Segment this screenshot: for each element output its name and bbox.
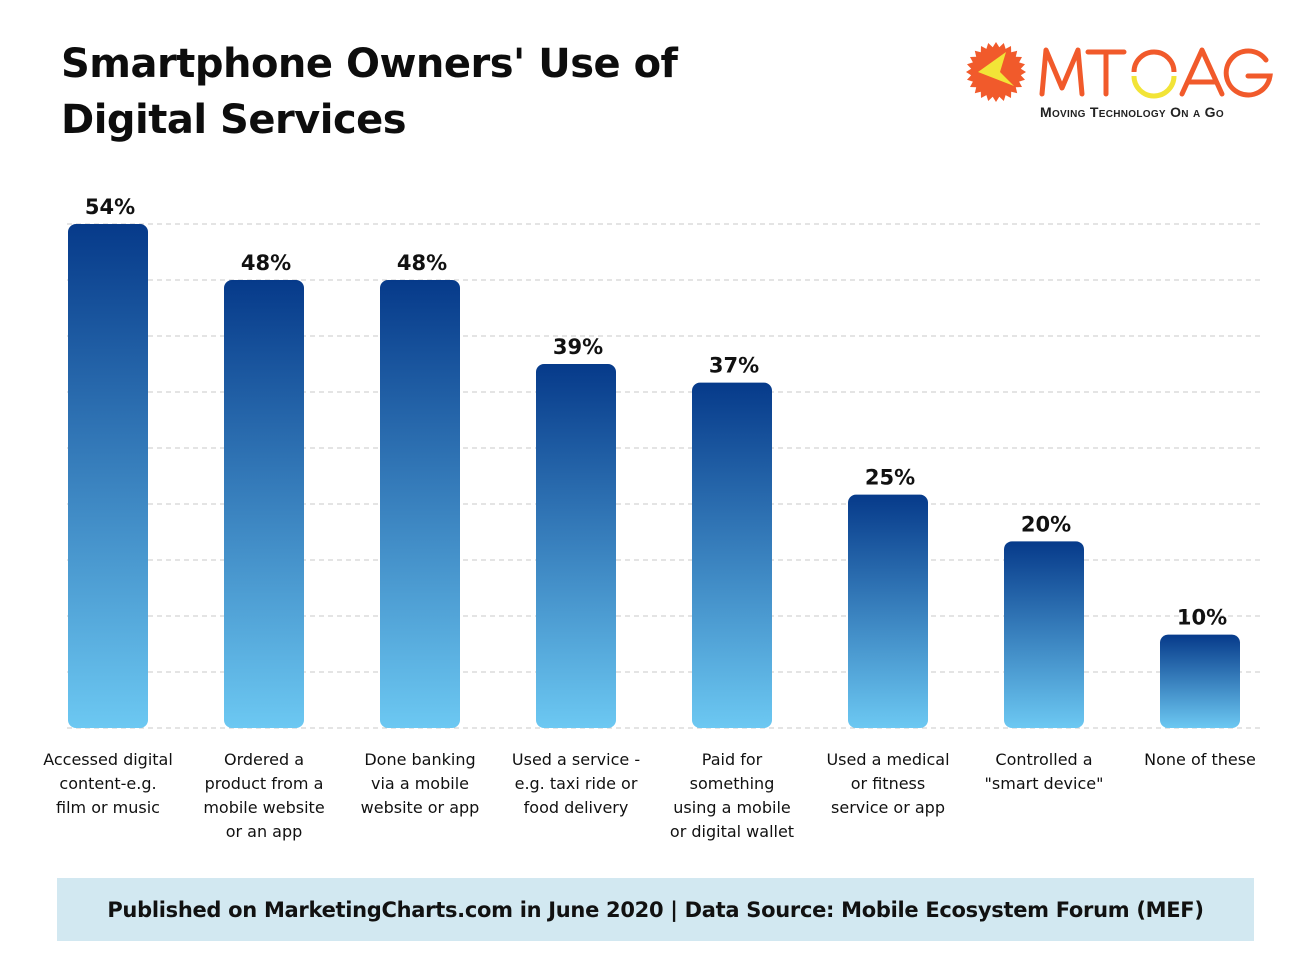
bar [1160,634,1240,728]
bar [224,280,304,728]
bar [380,280,460,728]
category-label-line: food delivery [523,798,629,817]
value-label: 48% [241,251,291,275]
category-label-line: content-e.g. [59,774,157,793]
value-label: 39% [553,335,603,359]
category-label-line: film or music [56,798,160,817]
category-label-line: "smart device" [984,774,1104,793]
category-label-line: something [689,774,775,793]
source-footer: Published on MarketingCharts.com in June… [57,878,1254,941]
category-label-line: Used a medical [826,750,950,769]
logo-tagline: Moving Technology On a Go [1040,104,1224,120]
value-label: 10% [1177,606,1227,630]
bar-chart: 54% 48% 48% 39% 37% 25% 20% 10% [67,195,1264,729]
category-label-line: website or app [360,798,480,817]
category-label-line: Used a service - [511,750,641,769]
source-footer-text: Published on MarketingCharts.com in June… [107,897,1204,922]
category-label-line: Paid for [701,750,763,769]
category-label: Used a medical or fitness service or app [813,748,963,820]
sun-badge-icon [966,42,1026,102]
category-label-line: Controlled a [995,750,1093,769]
category-label: Controlled a "smart device" [969,748,1119,796]
bar [692,382,772,728]
category-label-line: service or app [831,798,945,817]
mtoag-logo: Moving Technology On a Go [966,38,1276,128]
category-label-line: e.g. taxi ride or [514,774,638,793]
chart-title: Smartphone Owners' Use of Digital Servic… [61,36,761,148]
category-label: Accessed digital content-e.g. film or musi… [33,748,183,820]
category-label-line: Accessed digital [43,750,173,769]
category-label-line: None of these [1144,750,1256,769]
category-label-line: via a mobile [371,774,469,793]
value-label: 54% [85,195,135,219]
mtoag-logo-mark [966,42,1273,102]
category-label-line: using a mobile [673,798,791,817]
category-label-line: Done banking [364,750,476,769]
bar [536,364,616,728]
chart-title-line-1: Smartphone Owners' Use of [61,41,678,87]
chart-title-line-2: Digital Services [61,97,407,143]
bars [68,224,1240,728]
category-label: Ordered a product from a mobile website or … [189,748,339,844]
category-label-line: or digital wallet [669,822,795,841]
value-label: 25% [865,466,915,490]
category-label-line: Ordered a [223,750,304,769]
bar [1004,541,1084,728]
category-label: None of these [1125,748,1275,772]
category-label-line: product from a [204,774,324,793]
category-label-line: or fitness [850,774,926,793]
category-label-line: or an app [225,822,303,841]
category-label-line: mobile website [203,798,325,817]
category-label: Used a service - e.g. taxi ride or food de… [501,748,651,820]
value-labels: 54% 48% 48% 39% 37% 25% 20% 10% [85,195,1227,630]
category-label: Done banking via a mobile website or app [345,748,495,820]
category-label: Paid for something using a mobile or digita… [657,748,807,844]
bar [848,494,928,728]
value-label: 37% [709,354,759,378]
value-label: 20% [1021,512,1071,536]
bar [68,224,148,728]
value-label: 48% [397,251,447,275]
